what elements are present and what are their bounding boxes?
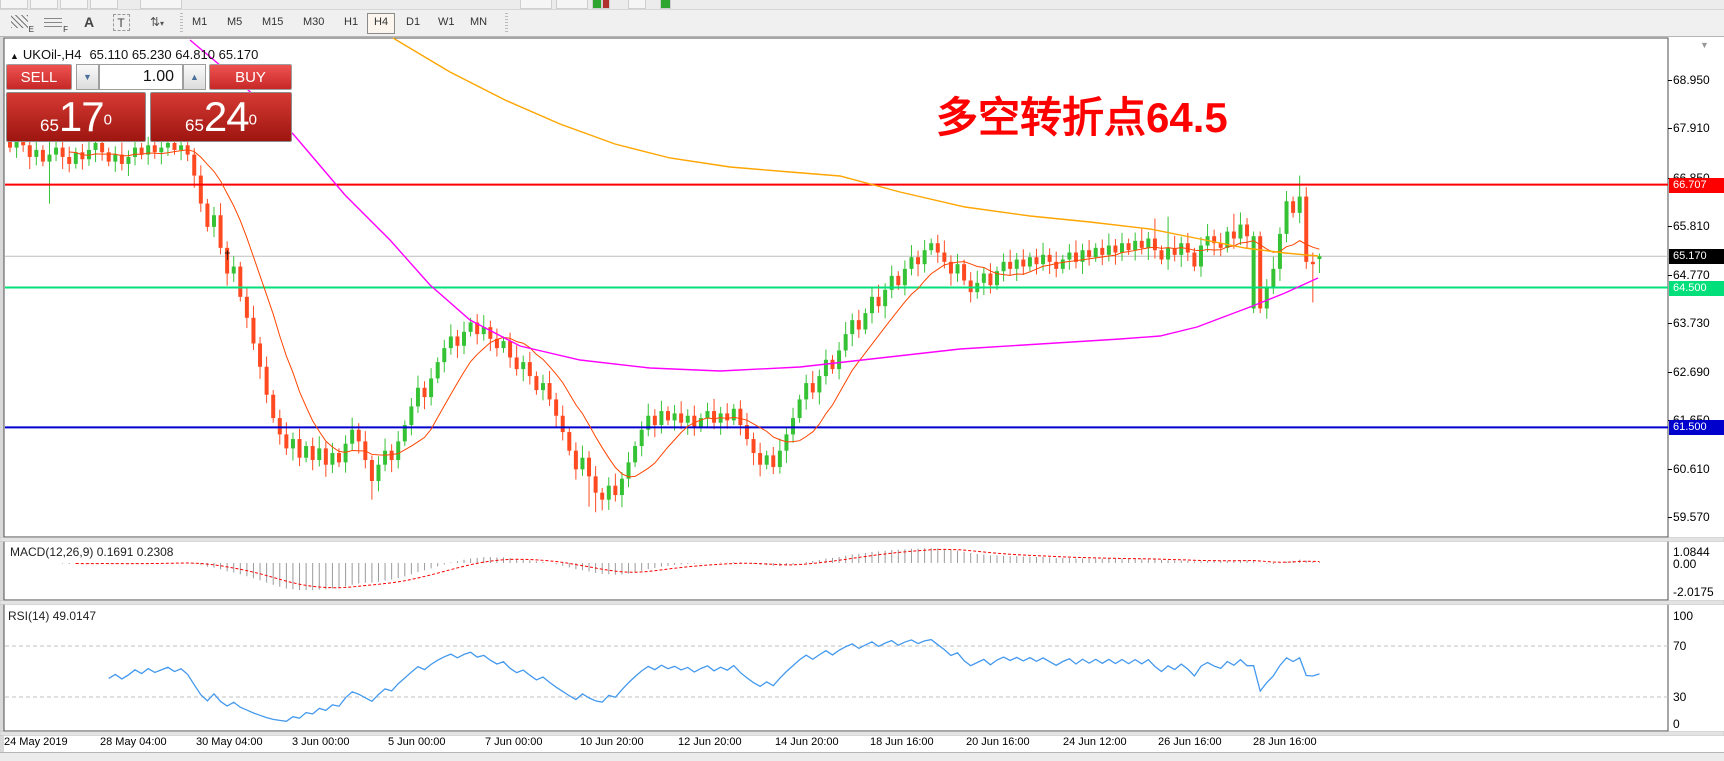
volume-increase-button[interactable]: ▲ bbox=[183, 64, 206, 90]
price-axis-label: 62.690 bbox=[1673, 365, 1710, 379]
time-axis-label: 30 May 04:00 bbox=[196, 736, 263, 748]
price-axis-label: 67.910 bbox=[1673, 121, 1710, 135]
price-axis-label: 64.770 bbox=[1673, 268, 1710, 282]
price-axis-label: 60.610 bbox=[1673, 462, 1710, 476]
sell-price-small: 65 bbox=[40, 116, 59, 135]
chart-title: ▲ UKOil-,H4 65.110 65.230 64.810 65.170 bbox=[10, 47, 258, 62]
price-axis-label: 63.730 bbox=[1673, 316, 1710, 330]
volume-decrease-button[interactable]: ▼ bbox=[76, 64, 99, 90]
time-axis-label: 28 May 04:00 bbox=[100, 736, 167, 748]
price-tickmark bbox=[1668, 80, 1672, 81]
time-axis-label: 12 Jun 20:00 bbox=[678, 736, 742, 748]
price-marker-65.170: 65.170 bbox=[1669, 249, 1724, 264]
price-tickmark bbox=[1668, 372, 1672, 373]
macd-plot-area bbox=[3, 540, 1669, 601]
buy-button[interactable]: BUY bbox=[209, 64, 292, 90]
time-axis-label: 28 Jun 16:00 bbox=[1253, 736, 1317, 748]
candles bbox=[8, 112, 1322, 513]
timeframe-button-w1[interactable]: W1 bbox=[438, 16, 455, 28]
rsi-axis-label: 30 bbox=[1673, 690, 1687, 704]
price-tickmark bbox=[1668, 275, 1672, 276]
price-marker-64.500: 64.500 bbox=[1669, 281, 1724, 296]
collapse-triangle-icon[interactable]: ▲ bbox=[10, 51, 19, 61]
sell-marker-icon: † bbox=[224, 248, 231, 262]
panel-splitter[interactable] bbox=[0, 600, 1724, 605]
price-axis-label: 59.570 bbox=[1673, 510, 1710, 524]
time-axis-label: 24 Jun 12:00 bbox=[1063, 736, 1127, 748]
buy-price-big: 24 bbox=[203, 93, 250, 140]
buy-price-small: 65 bbox=[185, 116, 204, 135]
time-axis-label: 10 Jun 20:00 bbox=[580, 736, 644, 748]
time-axis-label: 14 Jun 20:00 bbox=[775, 736, 839, 748]
time-axis-label: 24 May 2019 bbox=[4, 736, 68, 748]
price-marker-61.500: 61.500 bbox=[1669, 420, 1724, 435]
macd-axis-label: -2.0175 bbox=[1673, 585, 1714, 599]
macd-axis-label: 1.0844 bbox=[1673, 545, 1710, 559]
sell-price-sup: 0 bbox=[103, 111, 112, 129]
price-tickmark bbox=[1668, 226, 1672, 227]
ma-magenta-line bbox=[189, 39, 1319, 372]
timeframe-button-m15[interactable]: M15 bbox=[262, 16, 284, 28]
chart-annotation-text: 多空转折点64.5 bbox=[936, 94, 1228, 141]
price-marker-66.707: 66.707 bbox=[1669, 178, 1724, 193]
panel-splitter[interactable] bbox=[0, 537, 1724, 542]
buy-price-display[interactable]: 65240 bbox=[150, 92, 292, 142]
equidistant-channel-icon[interactable]: E bbox=[8, 12, 34, 34]
ma-orange-line bbox=[392, 37, 1319, 257]
panel-splitter[interactable] bbox=[0, 731, 1724, 736]
main-toolbar: E F A T ⇅▾ M1 M5 M15 M30 H1 H4 D1 W1 MN bbox=[0, 10, 1724, 37]
timeframe-button-m5[interactable]: M5 bbox=[227, 16, 243, 28]
time-axis-label: 20 Jun 16:00 bbox=[966, 736, 1030, 748]
horizontal-scrollbar[interactable] bbox=[0, 752, 1724, 761]
fibonacci-grid-icon[interactable]: F bbox=[42, 12, 68, 34]
sell-price-display[interactable]: 65170 bbox=[6, 92, 146, 142]
price-axis-label: 68.950 bbox=[1673, 73, 1710, 87]
toolbar-row-partial bbox=[0, 0, 1724, 10]
time-axis-label: 7 Jun 00:00 bbox=[485, 736, 543, 748]
time-axis-label: 18 Jun 16:00 bbox=[870, 736, 934, 748]
timeframe-button-h4[interactable]: H4 bbox=[367, 13, 396, 34]
price-tickmark bbox=[1668, 517, 1672, 518]
toolbar-separator bbox=[505, 13, 508, 32]
price-tickmark bbox=[1668, 323, 1672, 324]
chart-symbol: UKOil-,H4 bbox=[22, 47, 82, 62]
macd-axis-label: 0.00 bbox=[1673, 557, 1697, 571]
sell-price-big: 17 bbox=[58, 93, 105, 140]
text-label-icon[interactable]: T bbox=[108, 12, 134, 33]
timeframe-button-m30[interactable]: M30 bbox=[303, 16, 325, 28]
arrows-tool-icon[interactable]: ⇅▾ bbox=[149, 15, 165, 29]
toolbar-separator bbox=[180, 13, 183, 32]
rsi-axis-label: 100 bbox=[1673, 609, 1694, 623]
timeframe-button-h1[interactable]: H1 bbox=[344, 16, 359, 28]
ma-fast-red-line bbox=[69, 149, 1320, 478]
price-tickmark bbox=[1668, 128, 1672, 129]
timeframe-button-mn[interactable]: MN bbox=[470, 16, 488, 28]
volume-input[interactable]: 1.00 bbox=[99, 64, 183, 90]
price-axis-label: 65.810 bbox=[1673, 219, 1710, 233]
chart-ohlc-values: 65.110 65.230 64.810 65.170 bbox=[89, 47, 259, 62]
rsi-axis-label: 70 bbox=[1673, 639, 1687, 653]
time-axis-label: 3 Jun 00:00 bbox=[292, 736, 350, 748]
text-tool-icon[interactable]: A bbox=[83, 14, 95, 30]
timeframe-button-d1[interactable]: D1 bbox=[406, 16, 421, 28]
time-axis-label: 5 Jun 00:00 bbox=[388, 736, 446, 748]
rsi-plot-area bbox=[3, 603, 1669, 732]
macd-indicator-label: MACD(12,26,9) 0.1691 0.2308 bbox=[10, 545, 174, 559]
rsi-axis-label: 0 bbox=[1673, 717, 1680, 731]
rsi-indicator-label: RSI(14) 49.0147 bbox=[8, 609, 97, 623]
chart-shift-marker-icon: ▼ bbox=[1700, 40, 1709, 50]
rsi-line bbox=[108, 638, 1320, 722]
sell-button[interactable]: SELL bbox=[6, 64, 72, 90]
price-tickmark bbox=[1668, 469, 1672, 470]
time-axis-label: 26 Jun 16:00 bbox=[1158, 736, 1222, 748]
buy-price-sup: 0 bbox=[248, 111, 257, 129]
timeframe-button-m1[interactable]: M1 bbox=[192, 16, 208, 28]
